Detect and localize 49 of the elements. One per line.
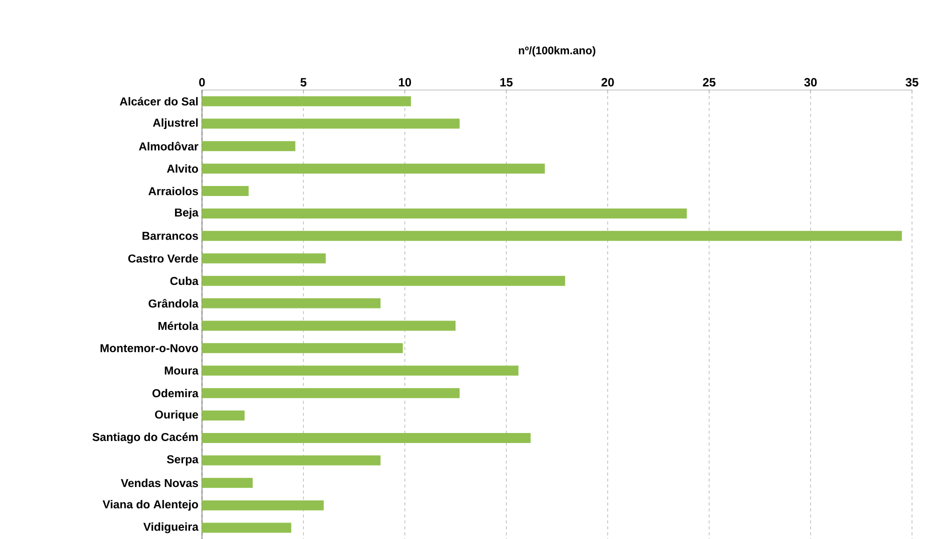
bar (202, 118, 460, 129)
bar (202, 320, 456, 331)
bar (202, 230, 902, 241)
x-tick-label: 10 (398, 78, 412, 86)
bar (202, 276, 566, 286)
x-tick-label: 30 (804, 78, 817, 86)
bar (202, 388, 460, 398)
y-tick-label: Beja (175, 208, 199, 219)
x-tick-label: 5 (300, 78, 306, 86)
bar (202, 455, 381, 466)
bar (202, 366, 518, 376)
x-tick-label: 35 (906, 78, 918, 86)
bar (202, 500, 324, 510)
y-tick-label: Alvito (166, 164, 198, 173)
y-tick-label: Montemor-o-Novo (100, 344, 198, 352)
bar (202, 410, 245, 421)
x-tick-label: 20 (601, 78, 614, 86)
y-tick-label: Viana do Alentejo (102, 500, 198, 511)
x-tick-label: 25 (702, 78, 716, 86)
y-tick-label: Cuba (170, 276, 199, 286)
y-tick-label: Vidigueira (143, 522, 199, 534)
x-tick-label: 15 (500, 78, 513, 86)
y-tick-label: Santiago do Cacém (92, 432, 198, 444)
bar (202, 432, 531, 443)
y-tick-label: Grândola (148, 298, 199, 308)
bar (202, 298, 381, 308)
y-tick-label: Barrancos (142, 232, 198, 240)
bar (202, 208, 687, 218)
bar (202, 141, 296, 152)
y-tick-label: Moura (164, 366, 199, 375)
bar (202, 522, 292, 533)
x-axis-title: nº/(100km.ano) (518, 46, 596, 56)
bar (202, 253, 326, 264)
bar (202, 343, 403, 354)
y-tick-label: Mértola (158, 321, 199, 330)
y-tick-label: Alcácer do Sal (120, 96, 198, 106)
y-tick-label: Arraiolos (148, 186, 198, 196)
y-tick-label: Vendas Novas (120, 478, 198, 488)
bar (202, 96, 411, 106)
bar (202, 186, 249, 196)
y-tick-label: Odemira (152, 388, 199, 398)
bar (202, 478, 253, 488)
bar (202, 164, 545, 174)
y-tick-label: Serpa (166, 455, 199, 466)
y-tick-label: Castro Verde (128, 254, 198, 263)
y-tick-label: Ourique (155, 410, 198, 421)
y-tick-label: Aljustrel (152, 118, 198, 130)
y-tick-label: Almodôvar (138, 142, 198, 150)
x-tick-label: 0 (199, 78, 205, 86)
